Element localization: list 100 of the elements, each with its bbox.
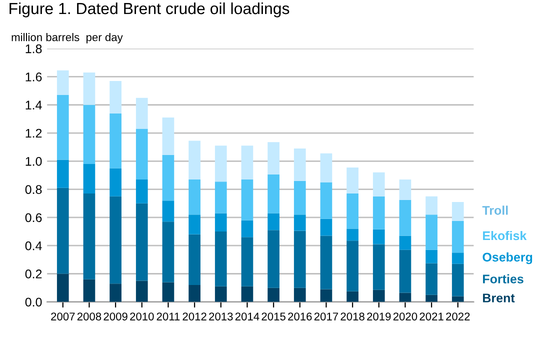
- bar: [452, 264, 464, 296]
- bar: [294, 230, 306, 288]
- bar: [294, 288, 306, 302]
- x-tick-label: 2008: [77, 312, 102, 320]
- bar: [162, 200, 174, 222]
- bar: [426, 263, 438, 295]
- y-tick-label: 1.0: [26, 156, 42, 166]
- bar: [241, 286, 254, 302]
- bar: [214, 182, 227, 214]
- series-label: Brent: [483, 294, 515, 302]
- bar: [188, 140, 200, 180]
- bar: [110, 168, 122, 196]
- bar: [188, 234, 200, 286]
- x-tick-label: 2014: [235, 312, 260, 320]
- y-tick-label: 1.2: [26, 128, 42, 138]
- bar: [268, 213, 280, 230]
- bar: [426, 250, 438, 264]
- bar: [346, 194, 358, 229]
- bar: [56, 160, 69, 188]
- bar: [452, 296, 464, 302]
- bar: [372, 196, 385, 230]
- bar: [452, 220, 464, 253]
- y-tick-label: 1.4: [26, 100, 42, 110]
- bar: [426, 294, 438, 302]
- x-tick-label: 2022: [446, 312, 470, 320]
- bar: [83, 72, 96, 105]
- bar: [268, 230, 280, 288]
- bar: [452, 252, 464, 264]
- bar: [214, 146, 227, 182]
- bar: [188, 179, 200, 215]
- bar: [214, 286, 227, 302]
- bar: [214, 213, 227, 232]
- bar: [56, 70, 69, 96]
- x-tick-label: 2010: [130, 312, 154, 320]
- bar: [372, 244, 385, 290]
- bar: [346, 228, 358, 241]
- bar: [241, 237, 254, 286]
- bar: [372, 229, 385, 244]
- series-label: Ekofisk: [483, 230, 527, 240]
- x-tick-label: 2018: [340, 312, 364, 320]
- bar: [162, 222, 174, 282]
- bar: [399, 200, 412, 236]
- x-tick-label: 2017: [314, 312, 338, 320]
- bar: [294, 148, 306, 181]
- bar: [136, 203, 148, 281]
- bar: [188, 214, 200, 234]
- bar: [83, 104, 96, 164]
- bar: [372, 172, 385, 196]
- bar: [56, 188, 69, 274]
- bar: [110, 284, 122, 302]
- bar: [162, 282, 174, 302]
- bar: [110, 80, 122, 114]
- x-tick-label: 2020: [393, 312, 418, 320]
- bar: [399, 236, 412, 250]
- bar: [320, 182, 332, 219]
- y-tick-label: 0.8: [25, 185, 42, 194]
- bar: [346, 291, 358, 302]
- bar: [320, 153, 332, 182]
- x-tick-label: 2016: [288, 312, 312, 320]
- bar: [452, 202, 464, 221]
- y-tick-label: 0.6: [25, 213, 42, 222]
- bar: [399, 250, 412, 293]
- bar: [136, 98, 148, 129]
- y-axis-title: million barrels per day: [12, 33, 123, 44]
- bar: [162, 154, 174, 201]
- bar: [56, 95, 69, 160]
- bar: [320, 218, 332, 236]
- bar: [110, 196, 122, 284]
- bar: [241, 179, 254, 220]
- bar: [56, 274, 69, 302]
- bar: [320, 289, 332, 302]
- bar: [320, 236, 332, 290]
- y-tick-label: 0.4: [25, 241, 42, 250]
- x-tick-label: 2009: [104, 312, 128, 320]
- bar: [372, 290, 385, 302]
- x-tick-label: 2007: [51, 312, 75, 320]
- x-tick-label: 2019: [367, 312, 391, 320]
- x-tick-label: 2013: [209, 312, 233, 320]
- x-tick-label: 2015: [262, 312, 286, 320]
- bar: [83, 164, 96, 194]
- bar: [268, 288, 280, 302]
- bar: [110, 113, 122, 168]
- bar: [83, 194, 96, 280]
- bar: [399, 179, 412, 200]
- bar: [241, 220, 254, 238]
- y-tick-label: 0.0: [25, 298, 42, 307]
- bar: [294, 214, 306, 231]
- x-tick-label: 2012: [182, 312, 206, 320]
- x-tick-label: 2011: [156, 312, 180, 320]
- bar: [399, 292, 412, 302]
- bar: [426, 196, 438, 215]
- bar: [268, 174, 280, 214]
- bar: [136, 280, 148, 302]
- bar: [241, 146, 254, 180]
- bar: [136, 128, 148, 180]
- series-label: Forties: [483, 274, 524, 284]
- y-tick-label: 1.6: [26, 72, 42, 82]
- chart-title: Figure 1. Dated Brent crude oil loadings: [10, 2, 290, 18]
- bar: [268, 142, 280, 175]
- y-tick-label: 0.2: [25, 270, 42, 278]
